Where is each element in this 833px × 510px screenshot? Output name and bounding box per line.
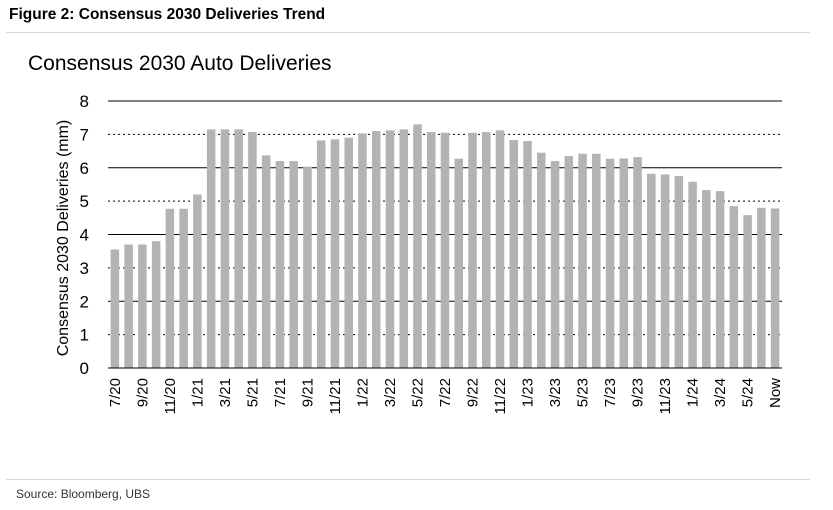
x-tick-3-23: 3/23 <box>547 378 564 407</box>
bottom-divider <box>6 479 810 480</box>
y-axis-label: Consensus 2030 Deliveries (mm) <box>55 120 72 357</box>
bar-4-22 <box>399 129 408 368</box>
x-tick-7-21: 7/21 <box>272 378 289 407</box>
x-tick-11-21: 11/21 <box>327 378 344 414</box>
bar-5-22 <box>413 124 422 368</box>
bar-7-21 <box>276 161 285 368</box>
bar-11-22 <box>496 130 505 368</box>
bar-3-24 <box>716 191 725 368</box>
bar-11-20 <box>166 209 175 368</box>
bar-4-23 <box>565 156 574 368</box>
source-note: Source: Bloomberg, UBS <box>16 487 150 501</box>
bar-8-22 <box>454 159 463 368</box>
bar-4-24 <box>730 206 739 368</box>
y-tick-3: 3 <box>80 259 89 278</box>
x-tick-9-23: 9/23 <box>630 378 647 407</box>
x-tick-5-23: 5/23 <box>575 378 592 407</box>
x-tick-11-20: 11/20 <box>162 378 179 414</box>
x-tick-1-21: 1/21 <box>189 378 206 407</box>
bar-Now <box>771 208 780 368</box>
bar-1-23 <box>523 141 532 368</box>
bar-1-22 <box>358 133 367 368</box>
bar-11-21 <box>331 139 340 368</box>
bar-4-21 <box>234 129 243 368</box>
x-tick-1-23: 1/23 <box>520 378 537 407</box>
bar-12-23 <box>675 176 684 368</box>
bar-7-20 <box>111 250 120 368</box>
bar-12-22 <box>510 140 519 368</box>
y-tick-labels: 0 1 2 3 4 5 6 7 8 <box>80 92 89 378</box>
bar-7-22 <box>441 133 450 368</box>
bar-2-22 <box>372 131 381 368</box>
y-tick-6: 6 <box>80 159 89 178</box>
x-tick-7-20: 7/20 <box>107 378 124 407</box>
bar-3-21 <box>221 129 230 368</box>
x-tick-Now: Now <box>767 378 784 408</box>
x-tick-5-21: 5/21 <box>244 378 261 407</box>
x-tick-11-23: 11/23 <box>657 378 674 414</box>
bars <box>111 124 780 368</box>
bar-8-23 <box>620 158 629 368</box>
bar-10-23 <box>647 174 656 368</box>
bar-6-23 <box>592 154 601 368</box>
bar-2-23 <box>537 153 546 368</box>
x-tick-1-24: 1/24 <box>685 378 702 407</box>
bar-10-21 <box>317 140 326 368</box>
x-tick-1-22: 1/22 <box>354 378 371 407</box>
bar-12-21 <box>344 138 353 368</box>
bar-6-22 <box>427 132 436 368</box>
x-tick-11-22: 11/22 <box>492 378 509 414</box>
x-tick-7-22: 7/22 <box>437 378 454 407</box>
bar-3-22 <box>386 130 395 368</box>
chart-title: Consensus 2030 Auto Deliveries <box>28 52 332 75</box>
x-tick-7-23: 7/23 <box>602 378 619 407</box>
x-tick-3-24: 3/24 <box>712 378 729 407</box>
x-tick-3-22: 3/22 <box>382 378 399 407</box>
x-tick-labels: 7/20 9/20 11/20 1/21 3/21 5/21 7/21 9/21 11/21 1/… <box>107 378 784 415</box>
y-tick-8: 8 <box>80 92 89 111</box>
y-tick-2: 2 <box>80 292 89 311</box>
bar-1-24 <box>688 182 697 368</box>
bar-5-21 <box>248 132 257 368</box>
bar-6-24 <box>757 208 766 368</box>
x-tick-9-20: 9/20 <box>134 378 151 407</box>
y-tick-4: 4 <box>80 226 89 245</box>
y-tick-1: 1 <box>80 326 89 345</box>
bar-8-20 <box>124 245 133 368</box>
bar-3-23 <box>551 161 560 368</box>
bar-1-21 <box>193 194 202 368</box>
bar-6-21 <box>262 155 271 368</box>
bar-2-24 <box>702 190 711 368</box>
bar-9-21 <box>303 167 312 368</box>
bar-7-23 <box>606 159 615 368</box>
y-tick-7: 7 <box>80 125 89 144</box>
bar-8-21 <box>289 161 298 368</box>
y-tick-0: 0 <box>80 359 89 378</box>
x-tick-9-22: 9/22 <box>465 378 482 407</box>
x-tick-9-21: 9/21 <box>299 378 316 407</box>
bar-11-23 <box>661 174 670 368</box>
x-tick-3-21: 3/21 <box>217 378 234 407</box>
y-tick-5: 5 <box>80 192 89 211</box>
bar-2-21 <box>207 129 216 368</box>
bar-9-23 <box>633 157 642 368</box>
bar-chart: Consensus 2030 Auto Deliveries Consensus… <box>0 0 833 480</box>
x-tick-5-24: 5/24 <box>740 378 757 407</box>
bar-5-24 <box>743 215 752 368</box>
bar-9-20 <box>138 245 147 368</box>
bar-5-23 <box>578 154 587 368</box>
bar-10-20 <box>152 241 161 368</box>
x-tick-5-22: 5/22 <box>409 378 426 407</box>
bar-9-22 <box>468 133 477 368</box>
bar-10-22 <box>482 132 491 368</box>
bar-12-20 <box>179 209 188 368</box>
